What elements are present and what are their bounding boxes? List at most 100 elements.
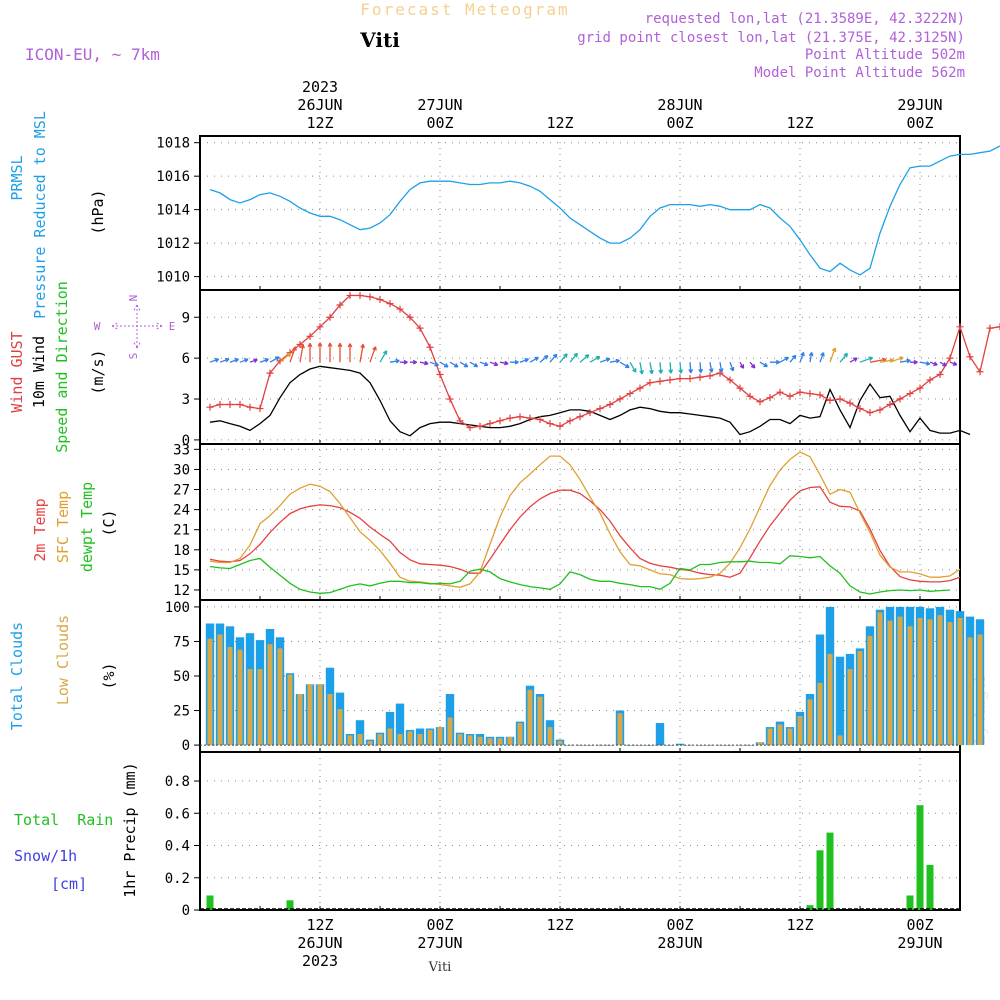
wind-direction-arrow xyxy=(718,362,724,373)
y-tick-label: 50 xyxy=(173,669,190,685)
low-clouds-label: Low Clouds xyxy=(54,615,72,705)
compass-s: S xyxy=(127,353,140,360)
wind-direction-arrow xyxy=(529,356,539,363)
low-cloud-bar xyxy=(487,738,493,746)
wind-gust-point xyxy=(316,323,324,331)
y-tick-label: 18 xyxy=(173,543,190,559)
wind-direction-arrow xyxy=(609,358,620,364)
low-cloud-bar xyxy=(397,734,403,746)
total-cloud-bar xyxy=(675,743,685,746)
temp-unit: (C) xyxy=(100,509,118,536)
app-title: Forecast Meteogram xyxy=(360,0,569,19)
wind-gust-point xyxy=(446,395,454,403)
wind-direction-arrow xyxy=(599,357,611,363)
low-cloud-bar xyxy=(937,615,943,746)
wind-gust-point xyxy=(546,420,554,428)
wind-direction-arrow xyxy=(779,356,789,363)
wind-gust-point xyxy=(496,417,504,425)
y-tick-label: 0 xyxy=(182,903,190,919)
bottom-time-label: 26JUN xyxy=(297,934,342,952)
wind-direction-arrow xyxy=(549,353,558,363)
compass-w: W xyxy=(94,320,101,333)
y-tick-label: 1010 xyxy=(156,270,190,286)
wind-direction-arrow xyxy=(629,361,637,373)
low-cloud-bar xyxy=(237,649,243,745)
wind-gust-point xyxy=(616,395,624,403)
low-cloud-bar xyxy=(407,731,413,746)
low-cloud-bar xyxy=(527,689,533,746)
wind-direction-arrow xyxy=(419,360,429,366)
low-cloud-bar xyxy=(427,729,433,746)
low-cloud-bar xyxy=(477,736,483,746)
wind-direction-arrow xyxy=(849,357,858,363)
wind-gust-point xyxy=(796,388,804,396)
wind-direction-arrow xyxy=(259,358,269,363)
wind-direction-arrow xyxy=(359,343,365,363)
wind-unit: (m/s) xyxy=(89,349,107,394)
precip-bar xyxy=(286,900,294,910)
top-time-label: 12Z xyxy=(306,114,333,132)
wind-direction-arrow xyxy=(479,361,489,367)
wind-gust-point xyxy=(916,384,924,392)
y-tick-label: 12 xyxy=(173,583,190,599)
wind-direction-arrow xyxy=(209,357,220,363)
wind-gust-point xyxy=(596,405,604,413)
compass-n: N xyxy=(127,295,140,302)
wind-gust-point xyxy=(536,415,544,423)
low-cloud-bar xyxy=(257,669,263,746)
low-cloud-bar xyxy=(767,728,773,746)
wind-direction-arrow xyxy=(899,358,911,364)
wind-speed-dir-label: Speed and Direction xyxy=(53,281,71,453)
wind-direction-arrow xyxy=(770,359,781,365)
temp-sfc-line xyxy=(209,451,961,588)
wind-gust-point xyxy=(426,343,434,351)
low-cloud-bar xyxy=(777,724,783,746)
wind-gust-point xyxy=(646,379,654,387)
wind-direction-arrow xyxy=(410,359,418,365)
low-cloud-bar xyxy=(507,736,513,746)
low-cloud-bar xyxy=(947,622,953,746)
y-tick-label: 3 xyxy=(182,392,190,408)
low-cloud-bar xyxy=(757,742,763,746)
wind-direction-arrow xyxy=(307,342,313,363)
wind-direction-arrow xyxy=(579,354,590,363)
low-cloud-bar xyxy=(877,612,883,746)
wind-direction-arrow xyxy=(678,362,684,374)
wind-gust-point xyxy=(206,403,214,411)
top-time-label: 00Z xyxy=(906,114,933,132)
wind-direction-arrow xyxy=(639,362,644,375)
wind-direction-arrow xyxy=(569,352,579,363)
temp-2m-line xyxy=(209,486,961,583)
wind-direction-arrow xyxy=(859,356,873,363)
low-cloud-bar xyxy=(437,727,443,746)
point-altitude: Point Altitude 502m xyxy=(805,47,965,63)
low-cloud-bar xyxy=(787,728,793,746)
wind-direction-arrow xyxy=(799,351,805,363)
compass-e: E xyxy=(169,320,176,333)
y-tick-label: 1016 xyxy=(156,169,190,185)
wind-direction-arrow xyxy=(269,356,280,363)
low-cloud-bar xyxy=(207,638,213,746)
low-cloud-bar xyxy=(817,682,823,746)
rain-label: Total Rain xyxy=(14,811,113,829)
wind-gust-point xyxy=(436,370,444,378)
y-tick-label: 75 xyxy=(173,634,190,650)
low-cloud-bar xyxy=(967,637,973,746)
low-cloud-bar xyxy=(387,728,393,746)
wind-gust-point xyxy=(756,398,764,406)
wind-gust-point xyxy=(566,417,574,425)
wind-direction-arrow xyxy=(749,361,756,369)
wind-direction-arrow xyxy=(589,355,601,363)
wind-direction-arrow xyxy=(519,358,529,363)
panel-frame xyxy=(199,443,961,601)
wind-gust-point xyxy=(676,375,684,383)
wind-gust-point xyxy=(996,323,1000,331)
low-cloud-bar xyxy=(317,684,323,746)
wind-direction-arrow xyxy=(229,358,239,363)
wind-gust-point xyxy=(666,376,674,384)
y-tick-label: 30 xyxy=(173,462,190,478)
low-cloud-bar xyxy=(227,647,233,746)
wind-gust-point xyxy=(896,395,904,403)
wind-direction-arrow xyxy=(559,353,568,363)
